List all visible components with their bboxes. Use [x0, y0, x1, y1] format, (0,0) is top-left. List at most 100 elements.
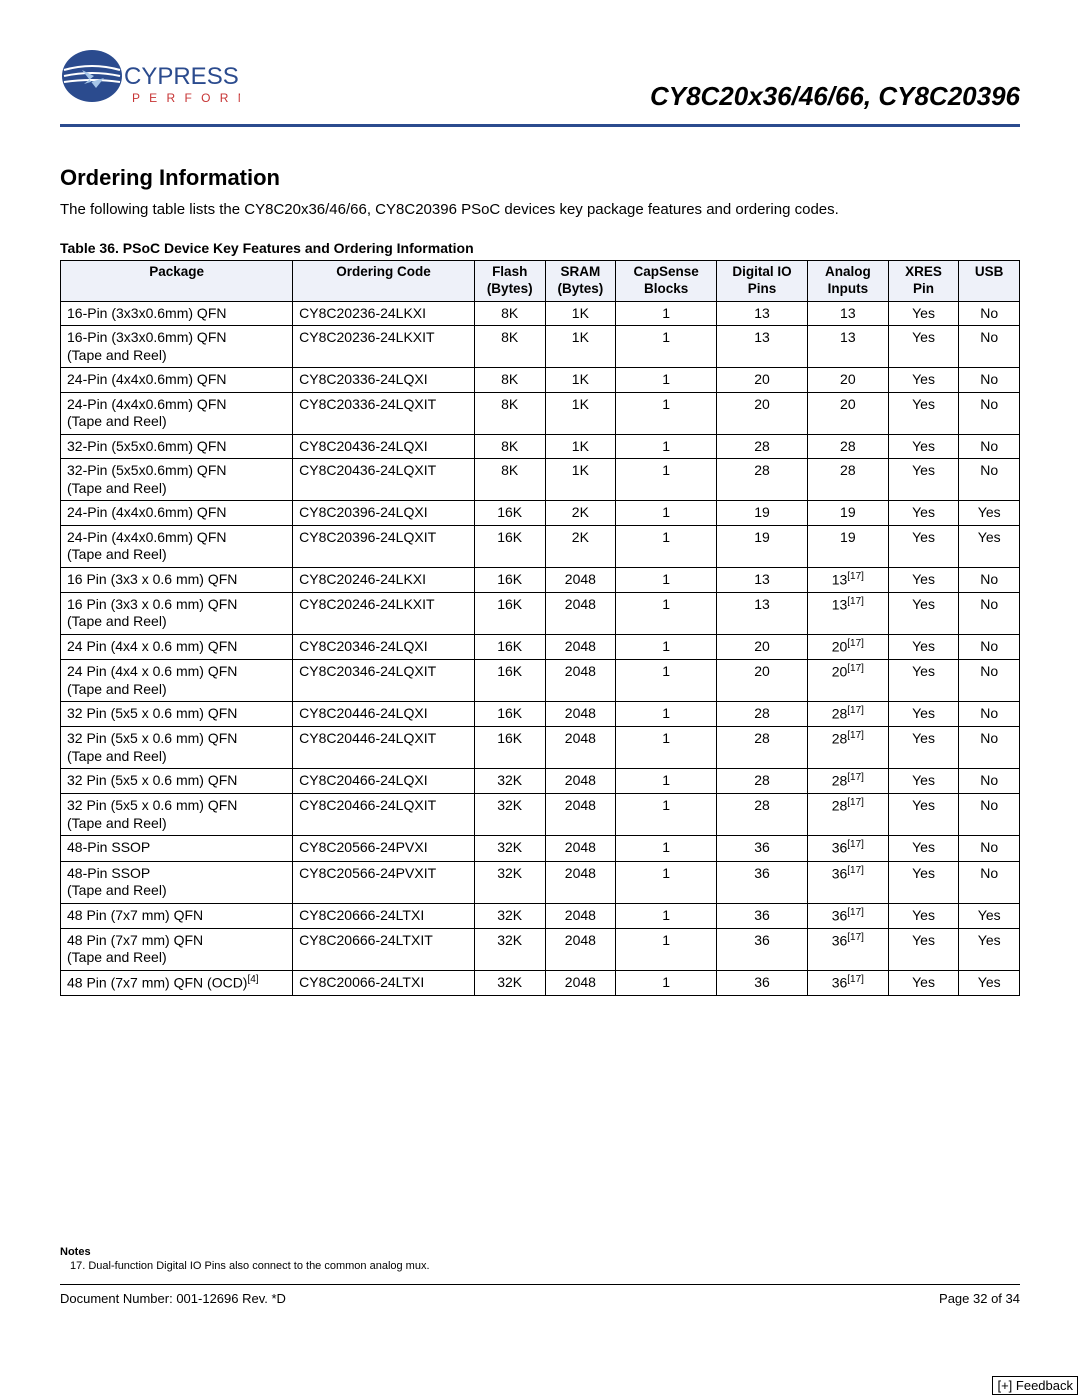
cell-dio: 28: [717, 727, 808, 769]
page-footer: Document Number: 001-12696 Rev. *D Page …: [60, 1284, 1020, 1306]
cell-dio: 36: [717, 836, 808, 861]
logo-subtext: P E R F O R M: [132, 91, 240, 105]
cell-code: CY8C20346-24LQXI: [293, 634, 475, 659]
cell-flash: 8K: [474, 326, 545, 368]
cell-code: CY8C20336-24LQXI: [293, 368, 475, 393]
cell-capsense: 1: [616, 727, 717, 769]
table-row: 32 Pin (5x5 x 0.6 mm) QFNCY8C20446-24LQX…: [61, 702, 1020, 727]
cell-xres: Yes: [888, 660, 959, 702]
cell-capsense: 1: [616, 592, 717, 634]
cell-analog: 36[17]: [807, 928, 888, 970]
cell-code: CY8C20236-24LKXIT: [293, 326, 475, 368]
cell-usb: No: [959, 727, 1020, 769]
table-body: 16-Pin (3x3x0.6mm) QFNCY8C20236-24LKXI8K…: [61, 301, 1020, 995]
product-title: CY8C20x36/46/66, CY8C20396: [650, 81, 1020, 118]
cell-sram: 1K: [545, 326, 616, 368]
cell-package: 16 Pin (3x3 x 0.6 mm) QFN: [61, 567, 293, 592]
cell-xres: Yes: [888, 634, 959, 659]
cell-sram: 2048: [545, 970, 616, 995]
cell-code: CY8C20396-24LQXI: [293, 501, 475, 526]
cell-flash: 16K: [474, 634, 545, 659]
cell-code: CY8C20436-24LQXI: [293, 434, 475, 459]
cell-analog: 28: [807, 459, 888, 501]
cell-package: 32 Pin (5x5 x 0.6 mm) QFN(Tape and Reel): [61, 727, 293, 769]
cell-package: 48 Pin (7x7 mm) QFN: [61, 903, 293, 928]
col-code: Ordering Code: [293, 261, 475, 302]
col-xres: XRES Pin: [888, 261, 959, 302]
cell-xres: Yes: [888, 928, 959, 970]
cell-code: CY8C20466-24LQXIT: [293, 794, 475, 836]
cell-dio: 28: [717, 459, 808, 501]
cell-analog: 19: [807, 525, 888, 567]
cell-flash: 32K: [474, 794, 545, 836]
cell-xres: Yes: [888, 727, 959, 769]
table-row: 24-Pin (4x4x0.6mm) QFNCY8C20336-24LQXI8K…: [61, 368, 1020, 393]
cell-package: 16 Pin (3x3 x 0.6 mm) QFN(Tape and Reel): [61, 592, 293, 634]
feedback-link[interactable]: [+] Feedback: [992, 1376, 1078, 1395]
cell-capsense: 1: [616, 660, 717, 702]
table-row: 16-Pin (3x3x0.6mm) QFNCY8C20236-24LKXI8K…: [61, 301, 1020, 326]
cell-xres: Yes: [888, 702, 959, 727]
cell-code: CY8C20666-24LTXI: [293, 903, 475, 928]
cell-usb: No: [959, 368, 1020, 393]
cell-dio: 20: [717, 634, 808, 659]
cell-dio: 36: [717, 861, 808, 903]
cell-dio: 20: [717, 392, 808, 434]
cell-usb: No: [959, 769, 1020, 794]
cell-analog: 13: [807, 301, 888, 326]
cell-flash: 32K: [474, 928, 545, 970]
cell-dio: 36: [717, 928, 808, 970]
cell-sram: 1K: [545, 434, 616, 459]
table-row: 16 Pin (3x3 x 0.6 mm) QFN(Tape and Reel)…: [61, 592, 1020, 634]
table-row: 32-Pin (5x5x0.6mm) QFNCY8C20436-24LQXI8K…: [61, 434, 1020, 459]
cell-flash: 16K: [474, 501, 545, 526]
cell-flash: 8K: [474, 368, 545, 393]
note-item: 17. Dual-function Digital IO Pins also c…: [60, 1260, 1020, 1272]
table-row: 48 Pin (7x7 mm) QFN(Tape and Reel)CY8C20…: [61, 928, 1020, 970]
cell-usb: No: [959, 794, 1020, 836]
table-row: 32 Pin (5x5 x 0.6 mm) QFN(Tape and Reel)…: [61, 794, 1020, 836]
cell-package: 24-Pin (4x4x0.6mm) QFN(Tape and Reel): [61, 392, 293, 434]
header-divider: [60, 124, 1020, 127]
cell-flash: 8K: [474, 459, 545, 501]
cypress-logo: CYPRESS P E R F O R M: [60, 40, 240, 118]
cell-flash: 16K: [474, 727, 545, 769]
cell-flash: 16K: [474, 660, 545, 702]
cell-sram: 2048: [545, 836, 616, 861]
cell-analog: 20: [807, 392, 888, 434]
cell-flash: 16K: [474, 525, 545, 567]
cell-capsense: 1: [616, 903, 717, 928]
table-row: 16 Pin (3x3 x 0.6 mm) QFNCY8C20246-24LKX…: [61, 567, 1020, 592]
doc-number: Document Number: 001-12696 Rev. *D: [60, 1291, 286, 1306]
cell-dio: 28: [717, 702, 808, 727]
cell-capsense: 1: [616, 501, 717, 526]
cell-code: CY8C20246-24LKXIT: [293, 592, 475, 634]
cell-capsense: 1: [616, 301, 717, 326]
cell-flash: 16K: [474, 592, 545, 634]
table-row: 32-Pin (5x5x0.6mm) QFN(Tape and Reel)CY8…: [61, 459, 1020, 501]
cell-dio: 13: [717, 592, 808, 634]
cell-package: 16-Pin (3x3x0.6mm) QFN(Tape and Reel): [61, 326, 293, 368]
cell-analog: 20: [807, 368, 888, 393]
cell-usb: No: [959, 434, 1020, 459]
table-row: 32 Pin (5x5 x 0.6 mm) QFNCY8C20466-24LQX…: [61, 769, 1020, 794]
cell-xres: Yes: [888, 970, 959, 995]
page-number: Page 32 of 34: [939, 1291, 1020, 1306]
cell-analog: 36[17]: [807, 836, 888, 861]
cell-capsense: 1: [616, 836, 717, 861]
cell-dio: 28: [717, 794, 808, 836]
cell-sram: 2048: [545, 861, 616, 903]
cell-package: 32-Pin (5x5x0.6mm) QFN: [61, 434, 293, 459]
cell-analog: 28[17]: [807, 727, 888, 769]
cell-capsense: 1: [616, 861, 717, 903]
logo-wordmark: CYPRESS: [124, 63, 239, 90]
cell-analog: 28[17]: [807, 794, 888, 836]
cell-usb: Yes: [959, 903, 1020, 928]
cell-usb: No: [959, 459, 1020, 501]
cell-flash: 32K: [474, 970, 545, 995]
cell-usb: Yes: [959, 501, 1020, 526]
cell-capsense: 1: [616, 970, 717, 995]
cell-package: 32 Pin (5x5 x 0.6 mm) QFN(Tape and Reel): [61, 794, 293, 836]
cell-dio: 13: [717, 567, 808, 592]
cell-sram: 2048: [545, 928, 616, 970]
